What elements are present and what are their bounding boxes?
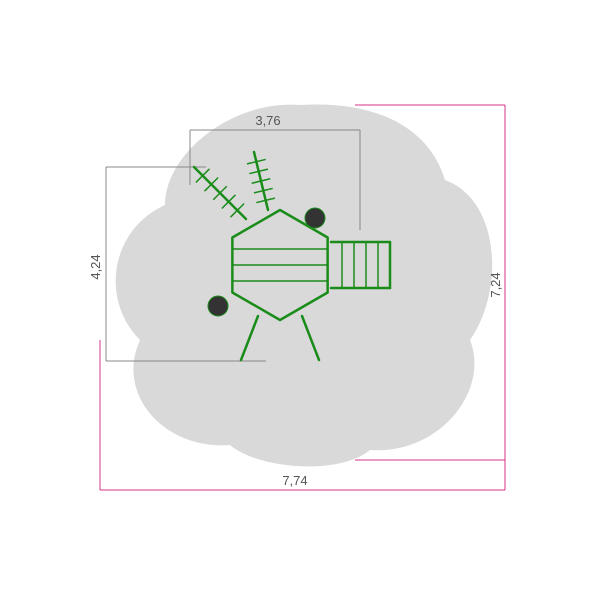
inner-width-label: 3,76	[255, 113, 280, 128]
technical-drawing: 7,74 7,24 3,76 4,24	[0, 0, 600, 600]
outer-width-label: 7,74	[282, 473, 307, 488]
outer-height-label: 7,24	[488, 272, 503, 297]
post-circle	[305, 208, 325, 228]
inner-height-label: 4,24	[88, 254, 103, 279]
post-circle	[208, 296, 228, 316]
safety-zone-blob	[116, 104, 493, 466]
